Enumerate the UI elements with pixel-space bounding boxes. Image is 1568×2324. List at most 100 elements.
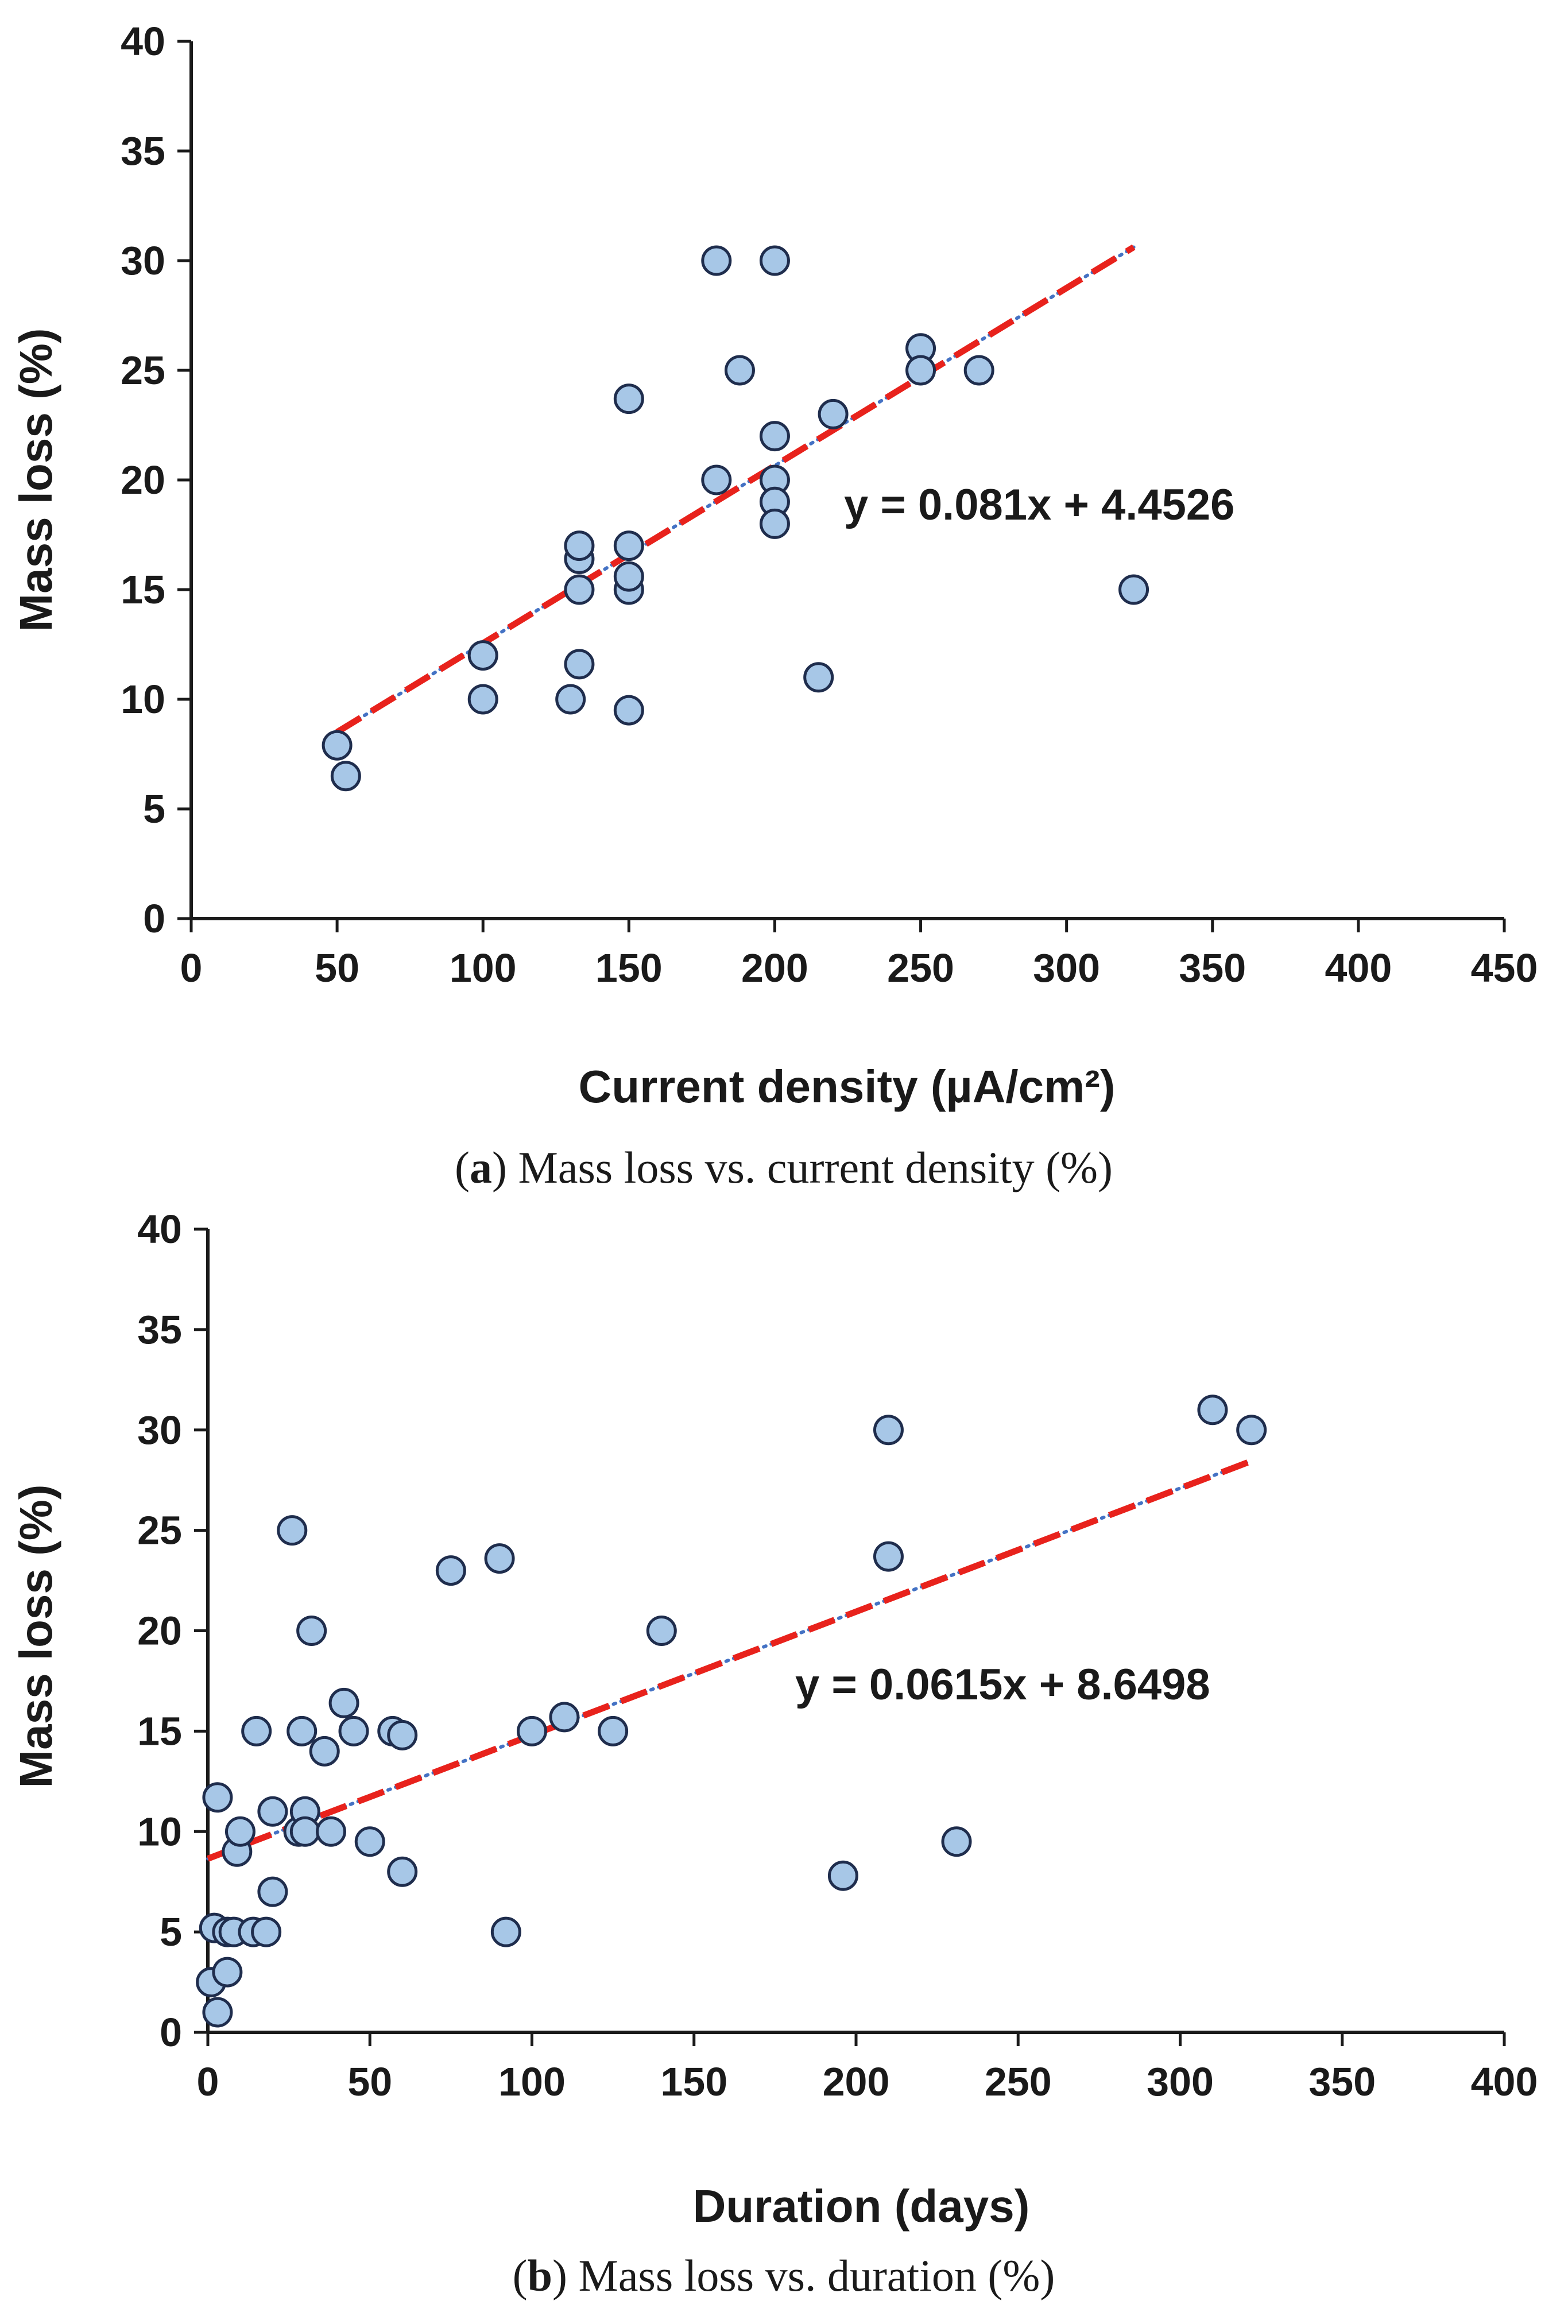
panel-a-data-point — [613, 530, 644, 561]
panel-b-data-point — [1197, 1395, 1228, 1426]
panel-a-y-tick-label: 15 — [121, 567, 165, 612]
panel-a-trendline-dashed — [335, 244, 1136, 735]
panel-b-x-tick-label: 50 — [347, 2059, 392, 2104]
panel-b-data-point — [328, 1687, 359, 1718]
panel-b-data-point — [257, 1796, 288, 1827]
panel-a-x-tick-label: 0 — [180, 946, 203, 990]
panel-a-data-point — [759, 421, 790, 452]
panel-a-y-axis-label: Mass loss (%) — [10, 328, 61, 632]
panel-a-data-point — [330, 761, 361, 792]
panel-b-data-point — [296, 1616, 327, 1646]
panel-b-data-point — [435, 1555, 466, 1586]
panel-b-data-point — [202, 1782, 233, 1813]
panel-b-y-tick-label: 10 — [137, 1809, 182, 1854]
panel-b-y-tick-label: 40 — [137, 1207, 182, 1252]
panel-a-y-tick-label: 20 — [121, 458, 165, 502]
panel-a-x-axis-label: Current density (µA/cm²) — [578, 1061, 1115, 1112]
panel-b-trendline — [206, 1458, 1253, 1862]
panel-b-caption-text: Mass loss vs. duration (%) — [579, 2251, 1055, 2300]
panel-b-data-point — [387, 1856, 418, 1887]
panel-a-x-tick-label: 100 — [450, 946, 517, 990]
panel-a-data-point — [467, 640, 498, 671]
panel-b-data-point — [1236, 1415, 1267, 1446]
panel-a-data-point — [803, 662, 834, 693]
panel-b-y-tick-label: 30 — [137, 1408, 182, 1452]
panel-a-caption: (a) Mass loss vs. current density (%) — [455, 1142, 1113, 1192]
panel-b-data-point — [257, 1876, 288, 1907]
panel-b-caption: (b) Mass loss vs. duration (%) — [513, 2251, 1055, 2300]
panel-a-data-point — [555, 684, 586, 715]
panel-b-y-tick-label: 15 — [137, 1709, 182, 1753]
panel-a-y-tick-label: 25 — [121, 348, 165, 393]
panel-a-y-tick-label: 30 — [121, 238, 165, 283]
panel-a-y-ticks: 0 5 10 15 20 25 30 35 40 — [121, 19, 191, 941]
panel-a-data-point — [724, 355, 755, 386]
panel-b-data-point — [873, 1415, 904, 1446]
panel-a-points — [322, 245, 1149, 792]
panel-b-caption-letter: b — [528, 2251, 552, 2300]
panel-b-data-point — [646, 1616, 677, 1646]
panel-a-x-tick-label: 350 — [1179, 946, 1246, 990]
panel-b-y-ticks: 0 5 10 15 20 25 30 35 40 — [137, 1207, 208, 2055]
panel-b-data-point — [289, 1816, 320, 1847]
panel-a-axes — [189, 41, 1504, 920]
panel-b-data-point — [598, 1715, 629, 1746]
panel-b-data-point — [287, 1715, 318, 1746]
panel-b-y-tick-label: 0 — [160, 2010, 182, 2055]
panel-a-data-point — [905, 355, 936, 386]
panel-b-data-point — [241, 1715, 272, 1746]
panel-b-data-point — [549, 1702, 580, 1733]
panel-a-data-point — [613, 384, 644, 415]
panel-b-chart: 0 5 10 15 20 25 30 35 40 0 50 100 150 200 250 300 350 40… — [10, 1207, 1538, 2300]
panel-b-data-point — [484, 1543, 515, 1574]
panel-b-equation: y = 0.0615x + 8.6498 — [795, 1660, 1210, 1709]
panel-b-data-point — [277, 1515, 308, 1546]
panel-b-points — [196, 1395, 1267, 2028]
panel-b-y-axis-label: Mass loss (%) — [10, 1484, 61, 1788]
panel-b-y-tick-label: 35 — [137, 1307, 182, 1352]
panel-b-x-tick-label: 150 — [660, 2059, 727, 2104]
panel-a-data-point — [564, 574, 595, 605]
panel-a-chart: 0 5 10 15 20 25 30 35 40 0 50 100 150 200 250 300 350 40… — [10, 19, 1538, 1192]
panel-a-data-point — [564, 649, 595, 680]
panel-b-data-point — [490, 1916, 521, 1947]
panel-b-x-axis-label: Duration (days) — [693, 2180, 1030, 2232]
panel-a-y-tick-label: 0 — [143, 896, 165, 941]
panel-b-y-tick-label: 5 — [160, 1909, 182, 1954]
panel-a-y-tick-label: 5 — [143, 787, 165, 831]
panel-b-y-tick-label: 20 — [137, 1609, 182, 1653]
panel-b-x-tick-label: 100 — [498, 2059, 566, 2104]
panel-b-data-point — [941, 1826, 972, 1857]
panel-a-data-point — [963, 355, 994, 386]
panel-a-caption-text: Mass loss vs. current density (%) — [518, 1142, 1113, 1192]
panel-a-data-point — [701, 245, 732, 276]
panel-a-equation: y = 0.081x + 4.4526 — [844, 481, 1234, 529]
panel-b-y-tick-label: 25 — [137, 1508, 182, 1553]
panel-a-data-point — [467, 684, 498, 715]
panel-a-data-point — [322, 730, 353, 761]
panel-a-y-tick-label: 10 — [121, 677, 165, 722]
panel-a-x-tick-label: 150 — [595, 946, 663, 990]
panel-a-data-point — [564, 530, 595, 561]
panel-a-data-point — [701, 464, 732, 495]
panel-b-data-point — [224, 1816, 255, 1847]
panel-a-x-ticks: 0 50 100 150 200 250 300 350 400 450 — [180, 919, 1538, 990]
panel-b-data-point — [827, 1860, 858, 1891]
panel-b-data-point — [338, 1715, 369, 1746]
panel-a-data-point — [613, 561, 644, 592]
panel-a-x-tick-label: 50 — [315, 946, 359, 990]
panel-b-data-point — [212, 1957, 243, 1988]
panel-a-y-tick-label: 35 — [121, 129, 165, 173]
panel-b-axes — [206, 1229, 1504, 2034]
panel-a-x-tick-label: 450 — [1471, 946, 1538, 990]
panel-a-data-point — [759, 245, 790, 276]
panel-b-x-tick-label: 300 — [1147, 2059, 1214, 2104]
panel-a-x-tick-label: 200 — [741, 946, 808, 990]
panel-b-x-tick-label: 400 — [1471, 2059, 1538, 2104]
panel-b-x-tick-label: 250 — [985, 2059, 1052, 2104]
panel-a-x-tick-label: 250 — [887, 946, 954, 990]
panel-a-data-point — [613, 695, 644, 726]
panel-a-data-point — [818, 398, 849, 429]
panel-a-y-tick-label: 40 — [121, 19, 165, 64]
